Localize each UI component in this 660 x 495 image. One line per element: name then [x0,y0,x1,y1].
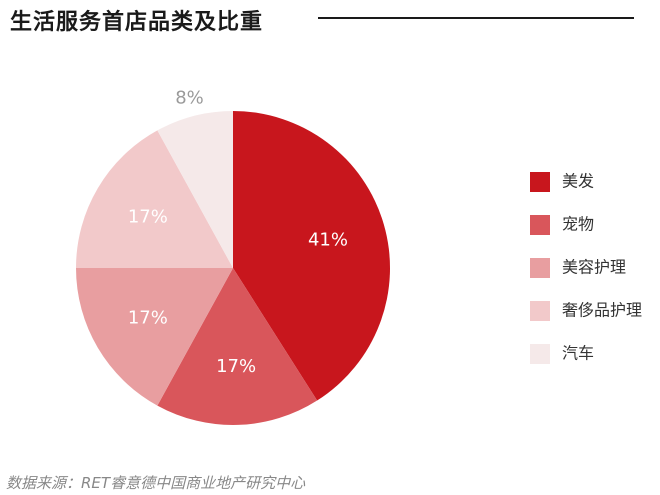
pie-label-1: 17% [216,356,256,377]
pie-label-0: 41% [308,229,348,250]
legend-swatch-1 [530,215,550,235]
chart-title: 生活服务首店品类及比重 [10,10,264,35]
legend-label-2: 美容护理 [562,258,626,277]
legend-swatch-0 [530,172,550,192]
pie-slice-2 [75,268,233,406]
pie-label-2: 17% [128,307,168,328]
legend-swatch-2 [530,258,550,278]
pie-slice-3 [76,130,233,268]
pie-slice-4 [157,111,233,268]
legend-swatch-3 [530,301,550,321]
legend-label-1: 宠物 [562,215,594,234]
legend-label-0: 美发 [562,172,594,191]
legend-swatch-4 [530,344,550,364]
source-note: 数据来源：RET睿意德中国商业地产研究中心 [6,474,306,492]
pie-slice-1 [157,268,318,426]
legend-label-4: 汽车 [562,344,594,363]
pie-label-3: 17% [128,207,168,228]
legend-label-3: 奢侈品护理 [562,301,642,320]
title-rule [318,17,634,19]
pie-label-4: 8% [175,87,204,108]
pie-slice-0 [233,111,391,401]
